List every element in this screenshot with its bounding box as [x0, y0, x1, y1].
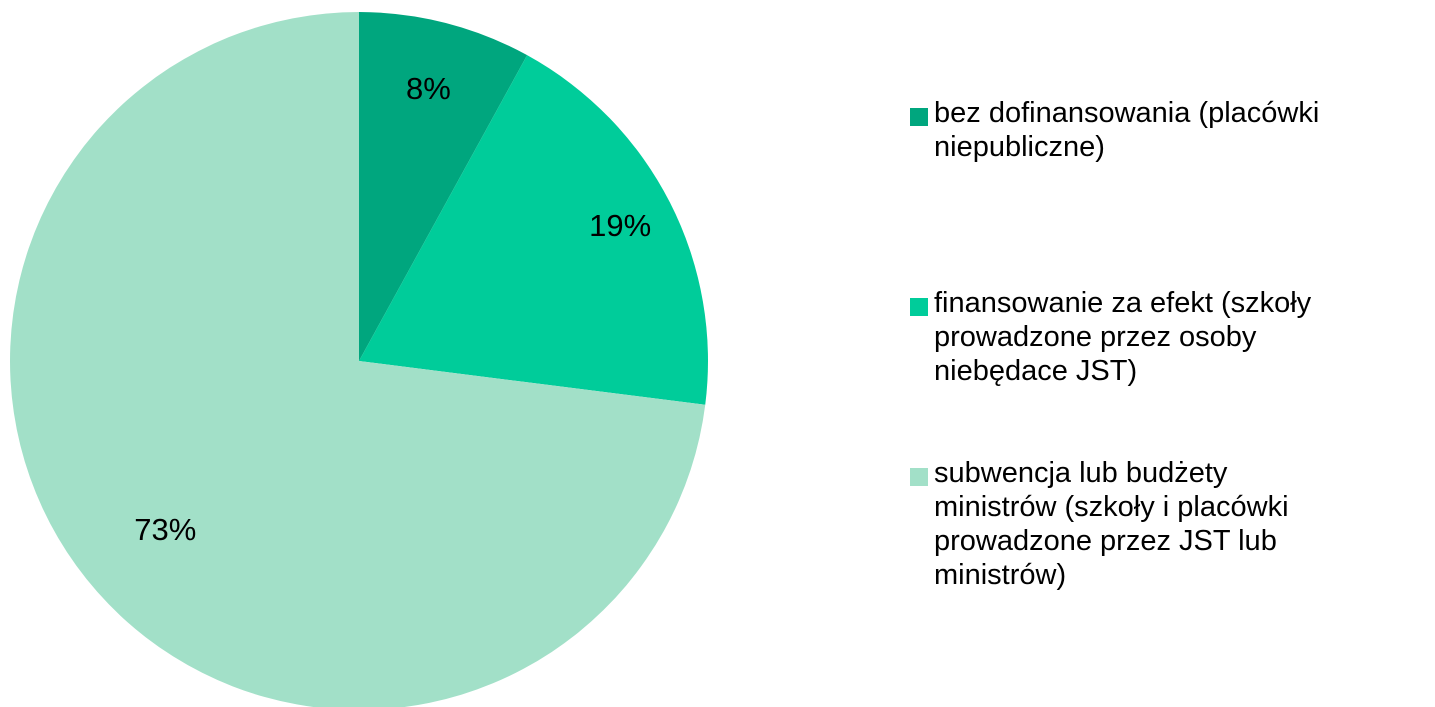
legend-swatch-bez-dofinansowania [910, 108, 928, 126]
pie-slice-2 [359, 55, 709, 405]
legend-item-finansowanie-za-efekt: finansowanie za efekt (szkoły prowadzone… [910, 286, 1434, 388]
pie-slice-3 [10, 12, 706, 707]
labels-group: 8% 19% 73% [134, 71, 651, 547]
data-label-slice-2: 19% [589, 208, 651, 243]
data-label-slice-1: 8% [406, 71, 451, 106]
data-label-slice-3: 73% [134, 512, 196, 547]
legend-label-bez-dofinansowania: bez dofinansowania (placówki niepubliczn… [934, 97, 1320, 163]
legend-item-bez-dofinansowania: bez dofinansowania (placówki niepubliczn… [910, 96, 1434, 164]
legend-label-finansowanie-za-efekt: finansowanie za efekt (szkoły prowadzone… [934, 287, 1312, 387]
legend-item-subwencja: subwencja lub budżety ministrów (szkoły … [910, 456, 1434, 592]
legend-swatch-finansowanie-za-efekt [910, 298, 928, 316]
legend-swatch-subwencja [910, 468, 928, 486]
pie-slice-1 [359, 12, 528, 361]
legend-label-subwencja: subwencja lub budżety ministrów (szkoły … [934, 457, 1289, 591]
slices-group [10, 12, 709, 707]
